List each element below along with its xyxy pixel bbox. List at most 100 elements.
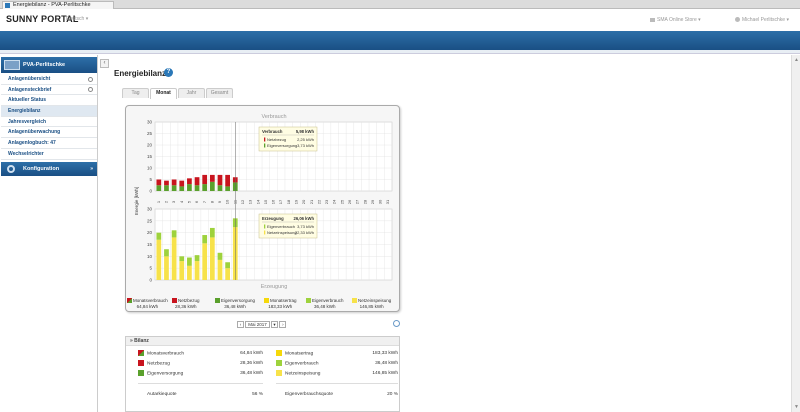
bar-eigenverbrauch <box>179 256 185 262</box>
balance-row: Netzbezug 28,36 kWh <box>138 360 263 368</box>
generation-tooltip-box <box>258 213 318 239</box>
chart-legend: Monatsverbrauch 64,84 kWh Netzbezug 28,36 k… <box>127 298 399 312</box>
generation-tooltip-row-label: Netzeinspeisung <box>267 230 297 235</box>
sidebar-item[interactable]: Anlagenlogbuch: 47 <box>1 138 97 149</box>
balance-value: 64,84 kWh <box>240 351 263 356</box>
settings-icon[interactable] <box>88 76 93 82</box>
energy-chart: 0 5 10 15 20 25 30 0 5 10 15 20 25 30 Verbrauch Erzeugu… <box>125 105 400 312</box>
user-menu[interactable]: Michael Perlitschke ▾ <box>735 17 789 23</box>
consumption-tooltip-swatch <box>264 143 266 148</box>
legend-entry[interactable]: Monatsertrag 183,33 kWh <box>264 298 297 309</box>
bar-netzeinspeisung <box>225 268 230 280</box>
x-tick-label: 27 <box>355 199 360 204</box>
sidebar-item-label: Anlagenlogbuch: 47 <box>8 140 56 147</box>
sidebar-item[interactable]: Anlagenüberwachung <box>1 127 97 139</box>
legend-entry[interactable]: Monatsverbrauch 64,84 kWh <box>127 298 168 309</box>
sidebar: PVA-Perlitschke Anlagenübersicht Anlagens… <box>0 55 98 412</box>
bar-eigenversorgung <box>217 185 223 191</box>
generation-tooltip-total: 26,06 kWh <box>294 216 315 221</box>
configuration-menu[interactable]: Konfiguration » <box>1 162 97 176</box>
help-icon[interactable]: ? <box>164 68 173 77</box>
x-tick-label: 3 <box>171 200 176 203</box>
x-tick-label: 31 <box>385 199 390 204</box>
x-tick-label: 24 <box>332 199 337 204</box>
user-icon <box>735 17 740 23</box>
month-dropdown-button[interactable]: ▾ <box>271 321 279 328</box>
scroll-down-icon[interactable]: ▼ <box>794 404 799 410</box>
x-tick-label: 21 <box>309 199 314 204</box>
refresh-icon[interactable] <box>393 320 400 327</box>
scroll-up-icon[interactable]: ▲ <box>794 57 799 63</box>
balance-value: 36,48 kWh <box>375 361 398 366</box>
browser-tab[interactable]: Energiebilanz - PVA-Perlitschke <box>2 1 114 9</box>
bar-eigenverbrauch <box>209 227 215 238</box>
tab-monat[interactable]: Monat <box>150 88 177 99</box>
settings-icon[interactable] <box>88 87 93 93</box>
x-tick-label: 15 <box>263 199 268 204</box>
bar-eigenverbrauch <box>225 262 230 269</box>
portal-header: SUNNY PORTAL Deutsch ▾ SMA Online Store … <box>0 9 800 31</box>
y-tick-label: 10 <box>147 254 153 259</box>
y-tick-label: 0 <box>149 278 152 283</box>
sidebar-item[interactable]: Wechselrichter <box>1 149 97 160</box>
portal-logo[interactable]: SUNNY PORTAL <box>6 14 79 24</box>
balance-divider <box>276 383 398 384</box>
x-tick-label: 16 <box>271 199 276 204</box>
sidebar-item[interactable]: Aktueller Status <box>1 95 97 107</box>
online-store-link[interactable]: SMA Online Store ▾ <box>650 17 701 23</box>
legend-entry[interactable]: Eigenversorgung 36,48 kWh <box>215 298 255 309</box>
x-tick-label: 4 <box>179 200 184 203</box>
bar-eigenverbrauch <box>202 235 208 244</box>
sidebar-nav: Anlagenübersicht Anlagensteckbrief Aktuell… <box>1 74 97 160</box>
balance-value: 56 % <box>252 392 263 397</box>
previous-month-button[interactable]: ‹ <box>237 321 244 328</box>
bar-eigenversorgung <box>156 185 162 191</box>
legend-value: 36,48 kWh <box>314 304 336 310</box>
generation-tooltip-swatch <box>264 230 266 235</box>
tab-tag[interactable]: Tag <box>122 88 149 98</box>
x-tick-label: 7 <box>202 200 207 203</box>
sidebar-item[interactable]: Anlagenübersicht <box>1 74 97 85</box>
bar-netzbezug <box>202 174 208 185</box>
user-name: Michael Perlitschke <box>742 17 786 23</box>
language-selector[interactable]: Deutsch ▾ <box>66 16 89 22</box>
bar-netzeinspeisung <box>187 265 192 280</box>
next-month-button[interactable]: › <box>279 321 287 328</box>
bar-netzbezug <box>156 179 162 186</box>
blue-banner <box>0 31 800 50</box>
tab-gesamt[interactable]: Gesamt <box>206 88 233 98</box>
legend-label: Eigenversorgung <box>221 298 256 303</box>
legend-swatch <box>215 298 220 304</box>
sidebar-item[interactable]: Anlagensteckbrief <box>1 85 97 96</box>
plant-selector[interactable]: PVA-Perlitschke <box>1 57 97 73</box>
bar-eigenversorgung <box>225 186 230 191</box>
bar-netzeinspeisung <box>217 259 223 280</box>
page-scrollbar[interactable]: ▲ ▼ <box>791 55 800 412</box>
tab-jahr[interactable]: Jahr <box>178 88 205 98</box>
legend-entry[interactable]: Netzeinspeisung 146,85 kWh <box>352 298 391 309</box>
plant-name: PVA-Perlitschke <box>23 62 66 68</box>
legend-swatch <box>264 298 269 304</box>
balance-header[interactable]: » Bilanz <box>126 337 399 346</box>
legend-entry[interactable]: Netzbezug 28,36 kWh <box>172 298 200 309</box>
bar-eigenversorgung <box>187 184 192 191</box>
bar-netzbezug <box>194 177 200 186</box>
y-tick-label: 0 <box>149 189 152 194</box>
x-tick-label: 18 <box>286 199 291 204</box>
month-select[interactable]: Mai 2017 <box>245 321 270 328</box>
balance-label: Netzeinspeisung <box>285 371 321 377</box>
collapse-sidebar-button[interactable]: ‹ <box>100 59 109 68</box>
bar-netzbezug <box>187 178 192 185</box>
store-label: SMA Online Store <box>657 17 697 23</box>
bar-netzbezug <box>171 179 177 186</box>
balance-swatch <box>276 360 282 366</box>
y-tick-label: 30 <box>147 207 153 212</box>
language-label: Deutsch <box>66 16 85 22</box>
legend-label: Monatsverbrauch <box>133 298 168 303</box>
y-tick-label: 5 <box>149 177 152 182</box>
legend-entry[interactable]: Eigenverbrauch 36,48 kWh <box>306 298 344 309</box>
month-navigator: ‹ Mai 2017 ▾ › <box>237 321 287 328</box>
sidebar-item[interactable]: Energiebilanz <box>1 106 97 117</box>
sidebar-item[interactable]: Jahresvergleich <box>1 117 97 128</box>
balance-swatch <box>276 350 282 356</box>
